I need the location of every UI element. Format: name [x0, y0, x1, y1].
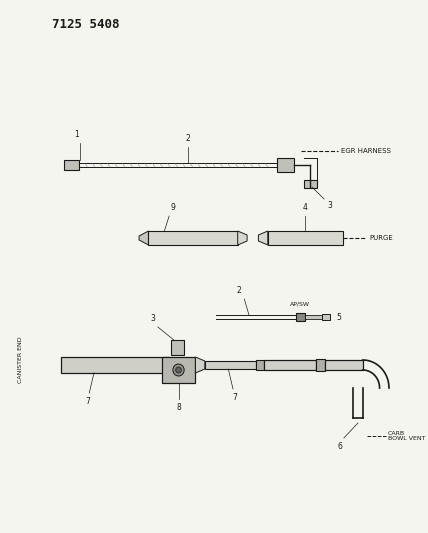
Text: AP/SW: AP/SW [290, 302, 310, 307]
Text: EGR HARNESS: EGR HARNESS [341, 148, 391, 154]
Text: 6: 6 [337, 442, 342, 451]
Bar [171, 340, 184, 355]
Text: 2: 2 [185, 134, 190, 143]
Circle shape [176, 367, 181, 373]
Text: 9: 9 [171, 203, 176, 212]
Bar [64, 160, 79, 170]
Text: 7: 7 [232, 393, 237, 402]
Text: 2: 2 [237, 286, 241, 295]
Text: CANISTER END: CANISTER END [18, 337, 23, 383]
Bar [277, 158, 294, 172]
Text: 5: 5 [336, 312, 341, 321]
Bar [322, 314, 330, 320]
Text: 7: 7 [85, 397, 90, 406]
Text: 1: 1 [74, 130, 80, 139]
Bar [205, 361, 256, 369]
Text: 3: 3 [150, 314, 155, 323]
Bar [162, 357, 196, 383]
Polygon shape [259, 231, 268, 245]
Text: 3: 3 [327, 201, 332, 210]
Bar [304, 180, 317, 188]
Bar [256, 360, 264, 370]
Bar [305, 315, 322, 319]
Text: 7125 5408: 7125 5408 [52, 18, 119, 31]
Text: 8: 8 [176, 403, 181, 412]
Bar [149, 231, 238, 245]
Polygon shape [196, 357, 205, 373]
Bar [268, 231, 343, 245]
Bar [316, 359, 325, 371]
Circle shape [173, 364, 184, 376]
Text: PURGE: PURGE [369, 235, 393, 241]
Text: 4: 4 [303, 203, 308, 212]
Bar [61, 357, 169, 373]
Polygon shape [139, 231, 149, 245]
Bar [296, 313, 305, 321]
Polygon shape [238, 231, 247, 245]
Bar [325, 360, 363, 370]
Text: CARB
BOWL VENT: CARB BOWL VENT [388, 431, 425, 441]
Bar [264, 360, 316, 370]
